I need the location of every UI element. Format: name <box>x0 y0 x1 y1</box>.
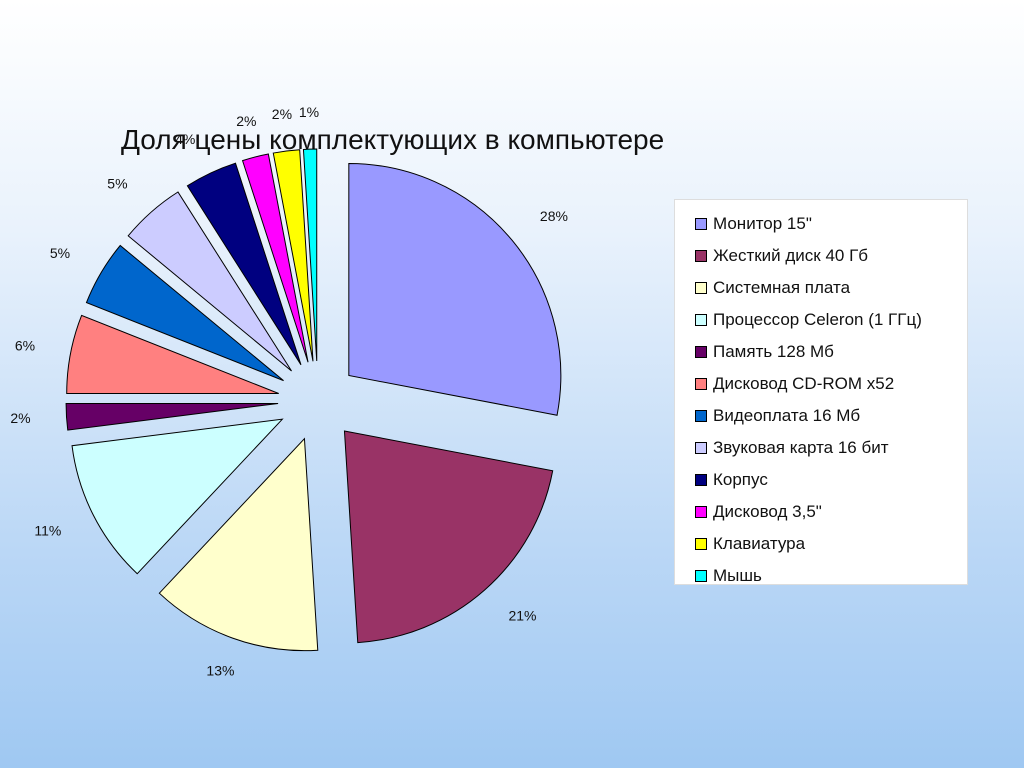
slice-percent-label: 1% <box>299 104 319 120</box>
legend-swatch <box>695 378 707 390</box>
pie-slices <box>65 148 562 652</box>
legend-swatch <box>695 570 707 582</box>
legend-label: Дисковод 3,5" <box>713 502 822 521</box>
pie-slice <box>272 149 314 362</box>
legend-swatch <box>695 506 707 518</box>
legend-item: Мышь <box>675 560 967 592</box>
legend-label: Жесткий диск 40 Гб <box>713 246 869 265</box>
slice-percent-label: 2% <box>10 410 30 426</box>
legend-item: Видеоплата 16 Мб <box>675 400 967 432</box>
legend-swatch <box>695 442 707 454</box>
chart-title: Доля цены комплектующих в компьютере <box>121 124 665 155</box>
legend-label: Клавиатура <box>713 534 806 553</box>
legend-item: Процессор Celeron (1 ГГц) <box>675 304 967 336</box>
legend-item: Клавиатура <box>675 528 967 560</box>
legend-swatch <box>695 218 707 230</box>
slice-percent-label: 5% <box>50 245 70 261</box>
slice-percent-label: 28% <box>540 208 568 224</box>
pie-labels: 28% 21% 13% 11% 2% 6% 5% 5% 4% 2% 2% 1% <box>10 104 568 679</box>
legend-item: Память 128 Мб <box>675 336 967 368</box>
legend-swatch <box>695 410 707 422</box>
slice-percent-label: 13% <box>206 663 234 679</box>
legend-swatch <box>695 346 707 358</box>
pie-slice <box>71 418 284 575</box>
slice-percent-label: 21% <box>508 608 536 624</box>
slice-percent-label: 5% <box>107 176 127 192</box>
legend-item: Дисковод 3,5" <box>675 496 967 528</box>
legend-item: Корпус <box>675 464 967 496</box>
legend-label: Системная плата <box>713 278 851 297</box>
pie-slice <box>65 403 279 431</box>
legend-label: Монитор 15" <box>713 214 812 233</box>
legend-swatch <box>695 538 707 550</box>
legend-item: Звуковая карта 16 бит <box>675 432 967 464</box>
legend-item: Дисковод CD-ROM x52 <box>675 368 967 400</box>
slice-percent-label: 11% <box>34 522 61 538</box>
legend-item: Системная плата <box>675 272 967 304</box>
pie-slice <box>241 153 309 363</box>
legend-label: Процессор Celeron (1 ГГц) <box>713 310 922 329</box>
legend-label: Мышь <box>713 566 762 585</box>
legend-label: Дисковод CD-ROM x52 <box>713 374 895 393</box>
legend-item: Монитор 15" <box>675 208 967 240</box>
slice-percent-label: 2% <box>272 106 292 122</box>
pie-slice <box>66 314 279 394</box>
pie-slice <box>85 244 284 382</box>
legend-swatch <box>695 474 707 486</box>
legend-item: Жесткий диск 40 Гб <box>675 240 967 272</box>
pie-slice <box>343 430 554 644</box>
legend-label: Видеоплата 16 Мб <box>713 406 861 425</box>
pie-slice <box>127 191 292 372</box>
legend-swatch <box>695 314 707 326</box>
slice-percent-label: 2% <box>236 113 256 129</box>
pie-slice <box>348 162 562 416</box>
legend-label: Память 128 Мб <box>713 342 834 361</box>
pie-slice <box>186 162 302 366</box>
legend-label: Корпус <box>713 470 768 489</box>
legend-label: Звуковая карта 16 бит <box>713 438 889 457</box>
legend-swatch <box>695 250 707 262</box>
pie-slice <box>302 148 318 362</box>
slice-percent-label: 4% <box>175 131 195 147</box>
pie-slice <box>158 437 319 652</box>
chart-legend: Монитор 15" Жесткий диск 40 Гб Системная п… <box>674 199 968 585</box>
slice-percent-label: 6% <box>15 338 35 354</box>
legend-swatch <box>695 282 707 294</box>
